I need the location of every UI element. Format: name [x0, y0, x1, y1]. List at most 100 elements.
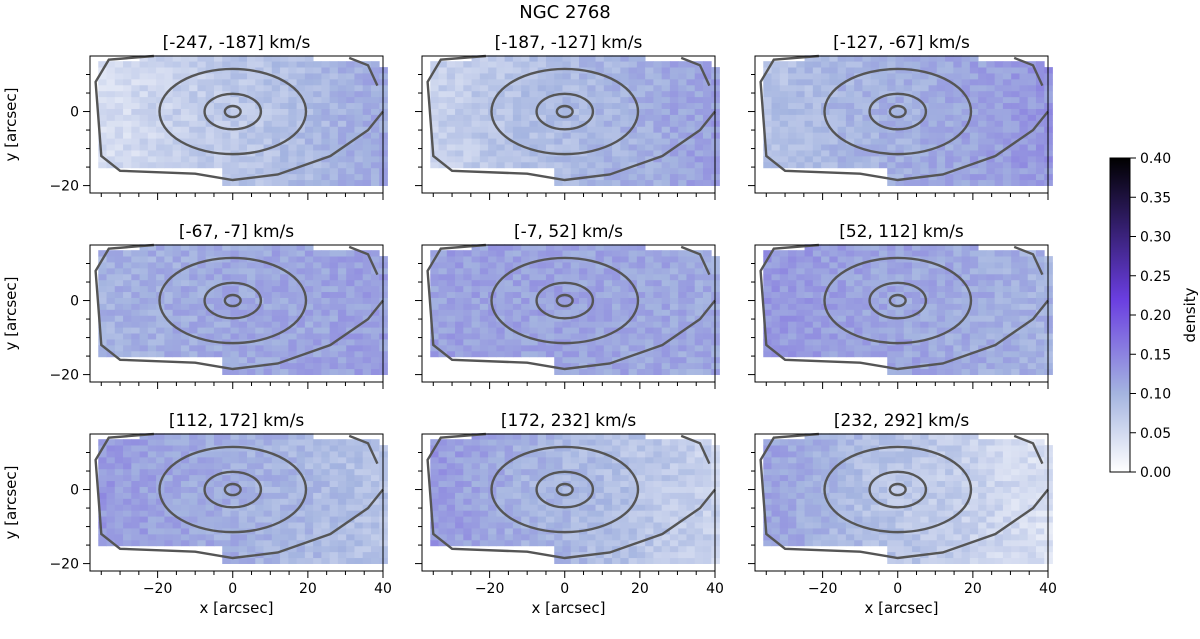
density-cell [255, 350, 264, 358]
density-cell [139, 132, 149, 139]
density-cell [771, 102, 781, 109]
density-cell [711, 155, 720, 163]
density-cell [213, 285, 223, 293]
density-cell [354, 102, 364, 109]
density-cell [796, 273, 805, 281]
density-cell [271, 138, 281, 145]
density-cell [579, 273, 588, 281]
density-cell [205, 486, 215, 493]
density-cell [686, 303, 696, 310]
density-cell [354, 356, 364, 364]
density-cell [1044, 285, 1053, 293]
density-cell [878, 132, 888, 139]
density-cell [694, 155, 704, 163]
density-cell [354, 90, 364, 98]
density-cell [255, 344, 264, 352]
density-cell [920, 244, 929, 251]
density-cell [645, 179, 654, 186]
density-cell [189, 138, 198, 145]
density-cell [98, 344, 107, 352]
density-cell [139, 126, 149, 133]
density-cell [579, 267, 588, 275]
density-cell [263, 155, 273, 163]
density-cell [1011, 297, 1020, 304]
density-cell [570, 333, 580, 340]
density-cell [147, 303, 157, 310]
density-cell [554, 356, 563, 364]
density-cell [197, 291, 207, 298]
density-cell [903, 167, 913, 175]
density-cell [837, 126, 847, 133]
density-cell [570, 350, 580, 358]
density-cell [895, 350, 905, 358]
density-cell [1002, 90, 1012, 98]
density-cell [554, 61, 563, 68]
density-cell [821, 256, 830, 263]
density-cell [1011, 267, 1020, 275]
density-cell [147, 510, 157, 517]
density-cell [98, 303, 107, 310]
density-cell [603, 126, 613, 133]
density-cell [321, 344, 331, 352]
density-cell [1011, 120, 1020, 127]
density-cell [164, 333, 174, 340]
density-cell [978, 114, 987, 121]
density-cell [928, 350, 938, 358]
density-cell [1002, 303, 1012, 310]
density-cell [139, 528, 149, 535]
density-cell [147, 273, 157, 281]
density-cell [114, 462, 124, 470]
density-cell [587, 84, 596, 92]
density-cell [255, 539, 264, 547]
density-cell [878, 273, 888, 281]
density-cell [296, 362, 306, 370]
density-cell [1035, 108, 1045, 115]
density-cell [1044, 303, 1053, 310]
density-cell [978, 167, 987, 175]
density-cell [139, 309, 149, 316]
density-cell [321, 150, 331, 157]
density-cell [255, 61, 264, 68]
density-cell [579, 73, 588, 80]
density-cell [230, 262, 240, 269]
density-cell [255, 155, 264, 163]
density-cell [862, 291, 872, 298]
density-cell [821, 144, 830, 151]
density-cell [986, 250, 996, 257]
density-cell [554, 78, 563, 86]
density-cell [512, 303, 522, 310]
density-cell [222, 350, 231, 358]
density-cell [645, 61, 654, 68]
density-cell [197, 273, 207, 281]
density-cell [678, 350, 687, 358]
density-cell [147, 262, 157, 269]
density-cell [763, 297, 772, 304]
density-cell [247, 456, 256, 464]
density-cell [512, 78, 522, 86]
density-cell [98, 327, 107, 334]
density-cell [471, 273, 481, 281]
density-cell [595, 120, 605, 127]
density-cell [288, 120, 297, 127]
density-cell [189, 102, 198, 109]
density-cell [529, 161, 539, 169]
density-cell [545, 161, 555, 169]
density-cell [263, 439, 273, 446]
density-cell [446, 126, 456, 133]
density-cell [329, 250, 339, 257]
density-cell [529, 78, 539, 86]
density-cell [313, 480, 322, 487]
density-cell [346, 73, 355, 80]
density-cell [164, 262, 174, 269]
density-cell [669, 102, 679, 109]
density-map [763, 55, 1053, 186]
density-cell [595, 267, 605, 275]
density-cell [702, 273, 712, 281]
density-cell [645, 144, 654, 151]
density-cell [1027, 267, 1037, 275]
density-cell [661, 262, 671, 269]
density-cell [669, 161, 679, 169]
density-cell [953, 315, 962, 322]
density-cell [829, 96, 839, 104]
density-cell [123, 250, 132, 257]
